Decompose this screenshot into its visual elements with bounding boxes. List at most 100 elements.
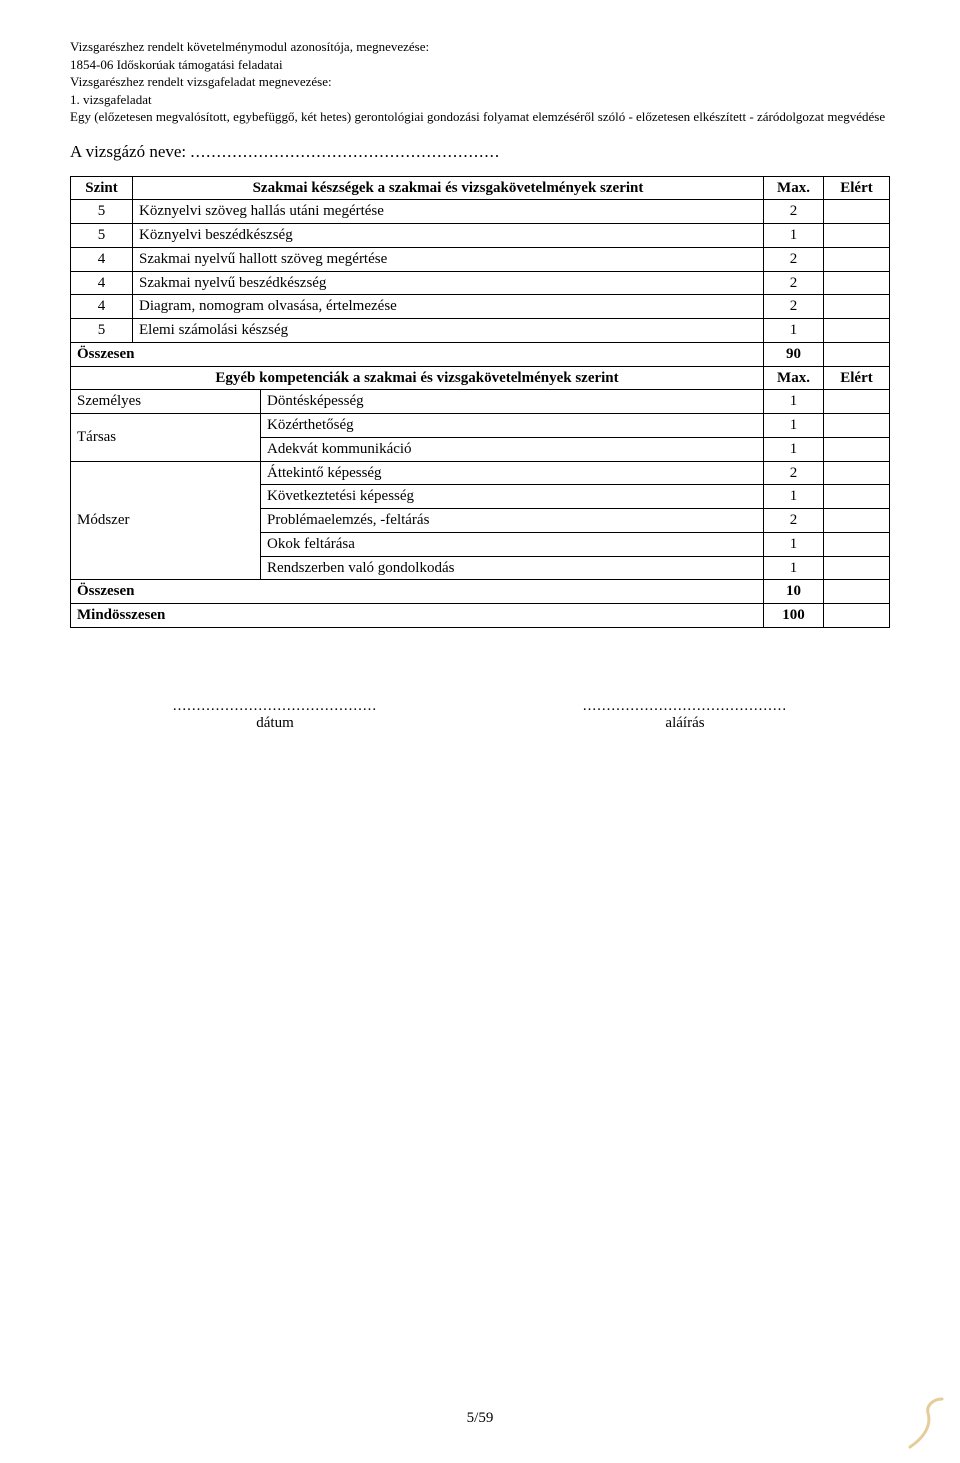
signature-sign-block: ........................................… [565,698,805,732]
table-row: 5 Köznyelvi beszédkészség 1 [71,224,890,248]
section1-sum-row: Összesen 90 [71,342,890,366]
cell-max: 1 [764,437,824,461]
signature-dots: ........................................… [565,698,805,715]
group-label: Személyes [71,390,261,414]
cell-desc: Adekvát kommunikáció [261,437,764,461]
col-header-desc2: Egyéb kompetenciák a szakmai és vizsgakö… [71,366,764,390]
table-row: 4 Szakmai nyelvű hallott szöveg megértés… [71,247,890,271]
cell-elert [824,247,890,271]
cell-max: 2 [764,295,824,319]
cell-elert [824,556,890,580]
cell-elert [824,437,890,461]
sum-label: Összesen [71,342,764,366]
cell-desc: Rendszerben való gondolkodás [261,556,764,580]
cell-elert [824,295,890,319]
group-label: Módszer [71,461,261,580]
table-row: 4 Szakmai nyelvű beszédkészség 2 [71,271,890,295]
examinee-dots: ........................................… [190,142,500,161]
header-line-2: 1854-06 Időskorúak támogatási feladatai [70,56,890,74]
section2-sum-row: Összesen 10 [71,580,890,604]
page-curl-icon [904,1393,948,1453]
col-header-szint: Szint [71,176,133,200]
header-line-5: Egy (előzetesen megvalósított, egybefügg… [70,108,890,126]
sign-label: aláírás [565,715,805,732]
cell-max: 1 [764,532,824,556]
cell-desc: Áttekintő képesség [261,461,764,485]
cell-max: 2 [764,247,824,271]
cell-desc: Köznyelvi szöveg hallás utáni megértése [133,200,764,224]
sum-value: 10 [764,580,824,604]
col-header-desc: Szakmai készségek a szakmai és vizsgaköv… [133,176,764,200]
cell-desc: Okok feltárása [261,532,764,556]
cell-elert [824,414,890,438]
col-header-elert: Elért [824,176,890,200]
cell-max: 1 [764,390,824,414]
cell-szint: 5 [71,224,133,248]
sum-label: Összesen [71,580,764,604]
section2-header-row: Egyéb kompetenciák a szakmai és vizsgakö… [71,366,890,390]
cell-elert [824,319,890,343]
document-header: Vizsgarészhez rendelt követelménymodul a… [70,38,890,126]
cell-elert [824,390,890,414]
grand-value: 100 [764,604,824,628]
cell-desc: Szakmai nyelvű hallott szöveg megértése [133,247,764,271]
cell-szint: 4 [71,295,133,319]
col-header-max2: Max. [764,366,824,390]
grand-elert [824,604,890,628]
cell-desc: Döntésképesség [261,390,764,414]
cell-elert [824,271,890,295]
header-line-1: Vizsgarészhez rendelt követelménymodul a… [70,38,890,56]
cell-max: 2 [764,461,824,485]
cell-desc: Köznyelvi beszédkészség [133,224,764,248]
cell-elert [824,485,890,509]
cell-szint: 4 [71,271,133,295]
sum-elert [824,580,890,604]
cell-max: 1 [764,414,824,438]
skills-table: Szint Szakmai készségek a szakmai és viz… [70,176,890,628]
cell-max: 1 [764,224,824,248]
table-row: 5 Elemi számolási készség 1 [71,319,890,343]
examinee-name-line: A vizsgázó neve: .......................… [70,142,890,162]
signature-date-block: ........................................… [155,698,395,732]
grand-label: Mindösszesen [71,604,764,628]
cell-max: 1 [764,556,824,580]
cell-desc: Problémaelemzés, -feltárás [261,509,764,533]
cell-desc: Elemi számolási készség [133,319,764,343]
signature-row: ........................................… [70,698,890,732]
cell-szint: 5 [71,200,133,224]
section1-header-row: Szint Szakmai készségek a szakmai és viz… [71,176,890,200]
table-row: 5 Köznyelvi szöveg hallás utáni megértés… [71,200,890,224]
header-line-3: Vizsgarészhez rendelt vizsgafeladat megn… [70,73,890,91]
cell-max: 1 [764,485,824,509]
cell-desc: Diagram, nomogram olvasása, értelmezése [133,295,764,319]
cell-elert [824,461,890,485]
cell-desc: Szakmai nyelvű beszédkészség [133,271,764,295]
cell-max: 2 [764,200,824,224]
cell-max: 2 [764,509,824,533]
table-row: Társas Közérthetőség 1 [71,414,890,438]
cell-elert [824,509,890,533]
col-header-max: Max. [764,176,824,200]
cell-max: 2 [764,271,824,295]
page-number: 5/59 [0,1410,960,1427]
cell-elert [824,532,890,556]
page: Vizsgarészhez rendelt követelménymodul a… [0,0,960,1463]
cell-szint: 4 [71,247,133,271]
examinee-label: A vizsgázó neve: [70,142,186,161]
sum-elert [824,342,890,366]
header-line-4: 1. vizsgafeladat [70,91,890,109]
cell-elert [824,224,890,248]
date-label: dátum [155,715,395,732]
cell-elert [824,200,890,224]
signature-dots: ........................................… [155,698,395,715]
grand-total-row: Mindösszesen 100 [71,604,890,628]
cell-szint: 5 [71,319,133,343]
table-row: Módszer Áttekintő képesség 2 [71,461,890,485]
cell-desc: Következtetési képesség [261,485,764,509]
table-row: 4 Diagram, nomogram olvasása, értelmezés… [71,295,890,319]
table-row: Személyes Döntésképesség 1 [71,390,890,414]
cell-max: 1 [764,319,824,343]
sum-value: 90 [764,342,824,366]
col-header-elert2: Elért [824,366,890,390]
group-label: Társas [71,414,261,462]
